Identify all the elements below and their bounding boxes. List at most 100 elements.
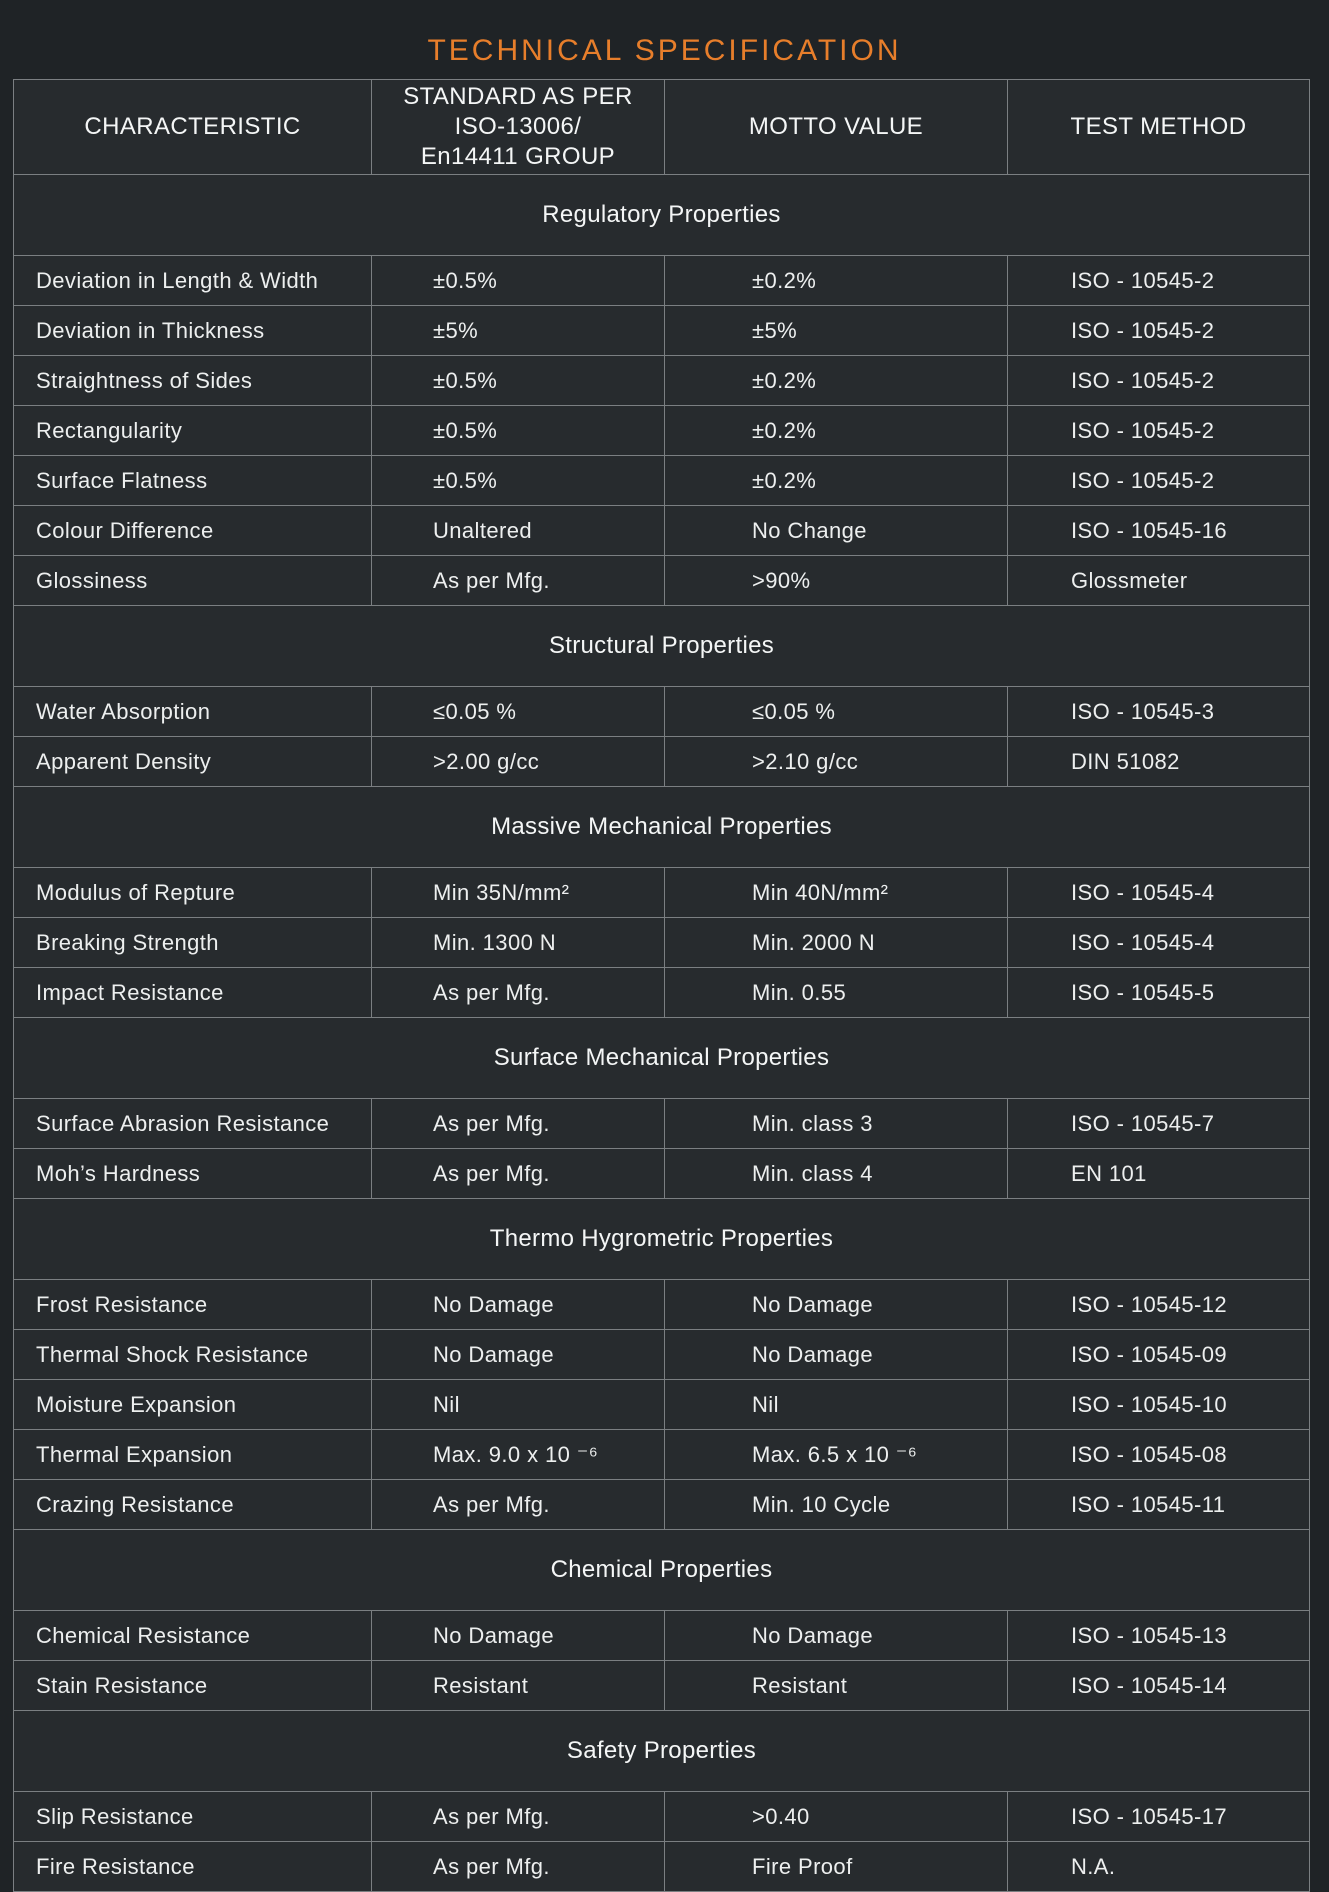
table-row: Moisture Expansion Nil Nil ISO - 10545-10: [13, 1379, 1310, 1430]
motto-value-cell: No Damage: [664, 1329, 1008, 1380]
column-header-motto-value: MOTTO VALUE: [664, 79, 1008, 175]
section-title: Structural Properties: [13, 605, 1310, 687]
motto-value-cell: No Damage: [664, 1610, 1008, 1661]
table-row: Deviation in Length & Width ±0.5% ±0.2% ISO…: [13, 255, 1310, 306]
section-row: Safety Properties: [13, 1710, 1310, 1792]
table-row: Water Absorption ≤0.05 % ≤0.05 % ISO - 1054…: [13, 686, 1310, 737]
page-title: TECHNICAL SPECIFICATION: [427, 34, 902, 67]
motto-value-cell: Min. class 3: [664, 1098, 1008, 1149]
column-header-test-method: TEST METHOD: [1007, 79, 1310, 175]
standard-value-cell: ±0.5%: [371, 255, 665, 306]
test-method-cell: ISO - 10545-2: [1007, 455, 1310, 506]
motto-value-cell: Fire Proof: [664, 1841, 1008, 1892]
test-method-cell: ISO - 10545-5: [1007, 967, 1310, 1018]
characteristic-cell: Straightness of Sides: [13, 355, 372, 406]
characteristic-cell: Frost Resistance: [13, 1279, 372, 1330]
section-title: Regulatory Properties: [13, 174, 1310, 256]
test-method-cell: ISO - 10545-12: [1007, 1279, 1310, 1330]
standard-value-cell: ±0.5%: [371, 405, 665, 456]
test-method-cell: ISO - 10545-2: [1007, 305, 1310, 356]
standard-value-cell: No Damage: [371, 1279, 665, 1330]
header-row: CHARACTERISTIC STANDARD AS PER ISO-13006…: [13, 79, 1310, 175]
motto-value-cell: ±0.2%: [664, 355, 1008, 406]
test-method-cell: ISO - 10545-2: [1007, 405, 1310, 456]
characteristic-cell: Deviation in Length & Width: [13, 255, 372, 306]
characteristic-cell: Deviation in Thickness: [13, 305, 372, 356]
motto-value-cell: Min. class 4: [664, 1148, 1008, 1199]
characteristic-cell: Colour Difference: [13, 505, 372, 556]
table-row: Apparent Density >2.00 g/cc >2.10 g/cc DIN …: [13, 736, 1310, 787]
spec-table: CHARACTERISTIC STANDARD AS PER ISO-13006…: [13, 79, 1310, 1892]
motto-value-cell: ±0.2%: [664, 255, 1008, 306]
motto-value-cell: Nil: [664, 1379, 1008, 1430]
characteristic-cell: Glossiness: [13, 555, 372, 606]
characteristic-cell: Crazing Resistance: [13, 1479, 372, 1530]
table-row: Glossiness As per Mfg. >90% Glossmeter: [13, 555, 1310, 606]
characteristic-cell: Breaking Strength: [13, 917, 372, 968]
characteristic-cell: Slip Resistance: [13, 1791, 372, 1842]
table-row: Stain Resistance Resistant Resistant ISO - …: [13, 1660, 1310, 1711]
section-row: Thermo Hygrometric Properties: [13, 1198, 1310, 1280]
standard-value-cell: As per Mfg.: [371, 1841, 665, 1892]
section-title: Massive Mechanical Properties: [13, 786, 1310, 868]
section-title: Chemical Properties: [13, 1529, 1310, 1611]
section-row: Chemical Properties: [13, 1529, 1310, 1611]
standard-value-cell: Unaltered: [371, 505, 665, 556]
characteristic-cell: Modulus of Repture: [13, 867, 372, 918]
characteristic-cell: Moh’s Hardness: [13, 1148, 372, 1199]
table-row: Colour Difference Unaltered No Change ISO -…: [13, 505, 1310, 556]
characteristic-cell: Surface Flatness: [13, 455, 372, 506]
motto-value-cell: Min. 2000 N: [664, 917, 1008, 968]
table-row: Rectangularity ±0.5% ±0.2% ISO - 10545-2: [13, 405, 1310, 456]
standard-value-cell: As per Mfg.: [371, 967, 665, 1018]
section-row: Surface Mechanical Properties: [13, 1017, 1310, 1099]
standard-value-cell: No Damage: [371, 1610, 665, 1661]
table-row: Thermal Expansion Max. 9.0 x 10 ⁻⁶ Max. 6.…: [13, 1429, 1310, 1480]
test-method-cell: ISO - 10545-11: [1007, 1479, 1310, 1530]
table-row: Surface Flatness ±0.5% ±0.2% ISO - 10545-2: [13, 455, 1310, 506]
motto-value-cell: ≤0.05 %: [664, 686, 1008, 737]
section-title: Thermo Hygrometric Properties: [13, 1198, 1310, 1280]
table-row: Slip Resistance As per Mfg. >0.40 ISO - 105…: [13, 1791, 1310, 1842]
motto-value-cell: ±5%: [664, 305, 1008, 356]
motto-value-cell: No Change: [664, 505, 1008, 556]
characteristic-cell: Fire Resistance: [13, 1841, 372, 1892]
section-row: Structural Properties: [13, 605, 1310, 687]
characteristic-cell: Thermal Expansion: [13, 1429, 372, 1480]
motto-value-cell: >90%: [664, 555, 1008, 606]
standard-value-cell: >2.00 g/cc: [371, 736, 665, 787]
motto-value-cell: No Damage: [664, 1279, 1008, 1330]
motto-value-cell: Min. 10 Cycle: [664, 1479, 1008, 1530]
standard-value-cell: No Damage: [371, 1329, 665, 1380]
table-row: Straightness of Sides ±0.5% ±0.2% ISO - 105…: [13, 355, 1310, 406]
table-row: Impact Resistance As per Mfg. Min. 0.55 ISO…: [13, 967, 1310, 1018]
test-method-cell: ISO - 10545-2: [1007, 255, 1310, 306]
column-header-characteristic: CHARACTERISTIC: [13, 79, 372, 175]
motto-value-cell: Min. 0.55: [664, 967, 1008, 1018]
test-method-cell: ISO - 10545-09: [1007, 1329, 1310, 1380]
table-row: Surface Abrasion Resistance As per Mfg. Mi…: [13, 1098, 1310, 1149]
test-method-cell: ISO - 10545-13: [1007, 1610, 1310, 1661]
motto-value-cell: >0.40: [664, 1791, 1008, 1842]
characteristic-cell: Water Absorption: [13, 686, 372, 737]
test-method-cell: ISO - 10545-14: [1007, 1660, 1310, 1711]
motto-value-cell: Max. 6.5 x 10 ⁻⁶: [664, 1429, 1008, 1480]
test-method-cell: ISO - 10545-10: [1007, 1379, 1310, 1430]
standard-value-cell: As per Mfg.: [371, 1791, 665, 1842]
section-row: Regulatory Properties: [13, 174, 1310, 256]
spec-table-body: Regulatory Properties Deviation in Length…: [13, 174, 1310, 1892]
section-row: Massive Mechanical Properties: [13, 786, 1310, 868]
motto-value-cell: Resistant: [664, 1660, 1008, 1711]
standard-value-cell: As per Mfg.: [371, 1148, 665, 1199]
test-method-cell: ISO - 10545-16: [1007, 505, 1310, 556]
motto-value-cell: ±0.2%: [664, 405, 1008, 456]
characteristic-cell: Thermal Shock Resistance: [13, 1329, 372, 1380]
test-method-cell: ISO - 10545-2: [1007, 355, 1310, 406]
standard-value-cell: As per Mfg.: [371, 1479, 665, 1530]
table-row: Modulus of Repture Min 35N/mm² Min 40N/mm²…: [13, 867, 1310, 918]
standard-value-cell: ±0.5%: [371, 455, 665, 506]
characteristic-cell: Chemical Resistance: [13, 1610, 372, 1661]
standard-value-cell: As per Mfg.: [371, 1098, 665, 1149]
test-method-cell: Glossmeter: [1007, 555, 1310, 606]
